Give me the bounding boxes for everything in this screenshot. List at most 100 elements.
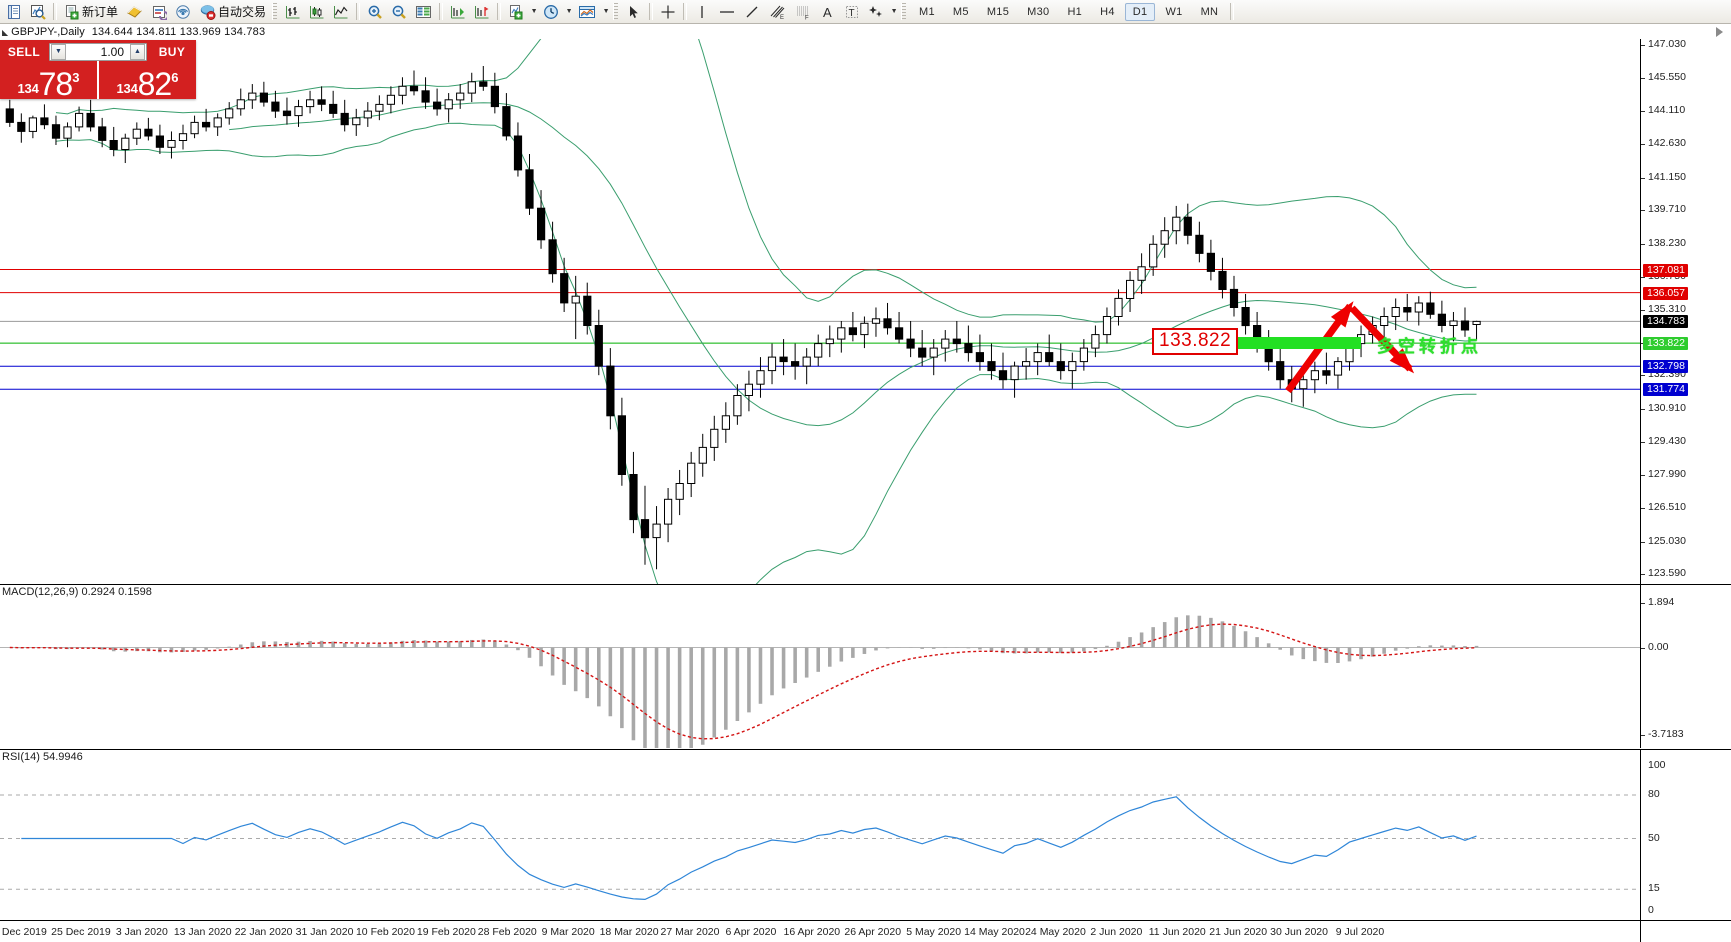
zoom-in-icon[interactable] xyxy=(364,1,386,22)
candle-body xyxy=(1033,352,1042,363)
volume-value[interactable]: 1.00 xyxy=(100,44,124,59)
price-level-chip[interactable]: 134.783 xyxy=(1643,315,1688,329)
price-level-chip[interactable]: 132.798 xyxy=(1643,360,1688,374)
text-icon[interactable]: A xyxy=(817,1,839,22)
timeframe-m5[interactable]: M5 xyxy=(952,5,969,18)
market-depth-icon[interactable] xyxy=(148,1,170,22)
candle-body xyxy=(895,327,904,340)
candle-body xyxy=(571,295,580,304)
indicators-icon[interactable] xyxy=(505,1,527,22)
crosshair-icon[interactable] xyxy=(657,1,679,22)
timeframe-m30[interactable]: M30 xyxy=(1027,5,1050,18)
expert-advisor-icon[interactable] xyxy=(123,1,146,22)
candle-body xyxy=(306,99,315,108)
signals-icon[interactable] xyxy=(172,1,194,22)
toolbar-grip[interactable] xyxy=(901,3,907,20)
date-tick-label: 18 Mar 2020 xyxy=(599,926,659,938)
candle-body xyxy=(1472,320,1481,325)
chinese-annotation-label: 多空转折点 xyxy=(1377,337,1482,357)
rsi-axis[interactable]: 100 80 50 15 0 xyxy=(1640,750,1731,920)
timeframe-d1[interactable]: D1 xyxy=(1124,2,1156,21)
shapes-arrows-icon[interactable] xyxy=(865,1,887,22)
price-level-chip[interactable]: 136.057 xyxy=(1643,286,1688,300)
macd-pane[interactable]: MACD(12,26,9) 0.2924 0.1598 1.894 0.00 -3.… xyxy=(0,584,1731,748)
timeframe-h1[interactable]: H1 xyxy=(1067,5,1083,18)
date-tick-label: 9 Jul 2020 xyxy=(1335,926,1385,938)
templates-dropdown-caret[interactable]: ▼ xyxy=(602,8,610,15)
cursor-icon[interactable] xyxy=(623,1,645,22)
date-tick-label: 13 Jan 2020 xyxy=(173,926,232,938)
toolbar-separator xyxy=(497,3,502,20)
auto-scroll-icon[interactable] xyxy=(447,1,469,22)
buy-button[interactable]: BUY xyxy=(158,44,186,59)
bar-chart-icon[interactable] xyxy=(282,1,304,22)
timeframe-w1[interactable]: W1 xyxy=(1165,5,1183,18)
price-level-chip[interactable]: 133.822 xyxy=(1643,337,1688,351)
candle-body xyxy=(629,474,638,521)
one-click-trading-panel[interactable]: SELL ▼ 1.00 ▲ BUY 134 78 3 134 82 6 xyxy=(0,40,196,100)
candle-body xyxy=(606,365,615,417)
autotrading-button[interactable]: 自动交易 xyxy=(196,1,269,22)
equidistant-channel-icon[interactable]: E xyxy=(765,1,789,22)
templates-icon[interactable] xyxy=(575,1,599,22)
macd-axis[interactable]: 1.894 0.00 -3.7183 xyxy=(1640,585,1731,748)
price-level-chip[interactable]: 131.774 xyxy=(1643,383,1688,397)
candle-body xyxy=(1137,266,1146,281)
candle-body xyxy=(837,327,846,340)
timeframe-m15[interactable]: M15 xyxy=(986,5,1010,18)
sell-price-block[interactable]: 134 78 3 xyxy=(0,61,97,100)
fibonacci-retracement-icon[interactable]: F xyxy=(791,1,815,22)
zoom-out-icon[interactable] xyxy=(388,1,410,22)
toolbar-grip[interactable] xyxy=(613,3,619,20)
text-label-icon[interactable]: T xyxy=(841,1,863,22)
trendline-icon[interactable] xyxy=(741,1,763,22)
price-tick-label: 142.630 xyxy=(1648,137,1686,150)
volume-decrease-button[interactable]: ▼ xyxy=(51,43,66,60)
timeframe-m1[interactable]: M1 xyxy=(919,5,935,18)
candle-body xyxy=(1022,361,1031,367)
vertical-line-icon[interactable] xyxy=(691,1,713,22)
candlestick-chart-icon[interactable] xyxy=(306,1,328,22)
periods-dropdown-caret[interactable]: ▼ xyxy=(565,8,573,15)
chart-search-icon[interactable] xyxy=(27,1,49,22)
timeframe-h4[interactable]: H4 xyxy=(1100,5,1115,18)
candle-body xyxy=(236,99,245,110)
candle-body xyxy=(698,446,707,464)
shapes-dropdown-caret[interactable]: ▼ xyxy=(890,8,898,15)
candle-body xyxy=(733,395,742,417)
date-axis[interactable]: 6 Dec 2019 25 Dec 2019 3 Jan 2020 13 Jan 20… xyxy=(0,920,1640,942)
new-order-button[interactable]: 新订单 xyxy=(61,1,121,22)
indicators-dropdown-caret[interactable]: ▼ xyxy=(530,8,538,15)
date-tick-label: 14 May 2020 xyxy=(964,926,1025,938)
price-level-chip[interactable]: 137.081 xyxy=(1643,263,1688,277)
price-axis[interactable]: 147.030 145.550 144.110 142.630 141.150 139.7… xyxy=(1640,39,1731,584)
timeframe-mn[interactable]: MN xyxy=(1200,5,1219,18)
macd-tick xyxy=(1641,735,1645,736)
chart-shift-icon[interactable] xyxy=(412,1,435,22)
chart-collapse-icon[interactable]: ◣ xyxy=(2,27,9,37)
periods-clock-icon[interactable] xyxy=(540,1,562,22)
new-chart-icon[interactable] xyxy=(3,1,25,22)
sell-button[interactable]: SELL xyxy=(7,44,41,59)
price-pane[interactable]: 147.030 145.550 144.110 142.630 141.150 139.7… xyxy=(0,39,1731,584)
candle-body xyxy=(675,483,684,500)
candle-body xyxy=(721,415,730,430)
toolbar-separator xyxy=(53,3,57,20)
line-chart-icon[interactable] xyxy=(330,1,352,22)
candle-body xyxy=(998,370,1008,381)
scroll-right-icon[interactable] xyxy=(1716,27,1723,37)
buy-price-block[interactable]: 134 82 6 xyxy=(97,61,196,100)
candle-body xyxy=(340,112,349,126)
candle-body xyxy=(640,519,650,539)
volume-input[interactable]: ▼ 1.00 ▲ xyxy=(49,42,147,61)
rsi-chart-canvas[interactable] xyxy=(0,750,1640,920)
volume-increase-button[interactable]: ▲ xyxy=(130,43,145,60)
chart-shift-end-icon[interactable] xyxy=(471,1,493,22)
toolbar-grip[interactable] xyxy=(272,3,278,20)
horizontal-line-icon[interactable] xyxy=(715,1,739,22)
rsi-pane[interactable]: RSI(14) 54.9946 100 80 50 15 0 xyxy=(0,749,1731,920)
price-chart-canvas[interactable] xyxy=(0,39,1640,584)
candle-body xyxy=(51,124,61,139)
macd-chart-canvas[interactable] xyxy=(0,585,1640,748)
candle-body xyxy=(1160,230,1169,245)
